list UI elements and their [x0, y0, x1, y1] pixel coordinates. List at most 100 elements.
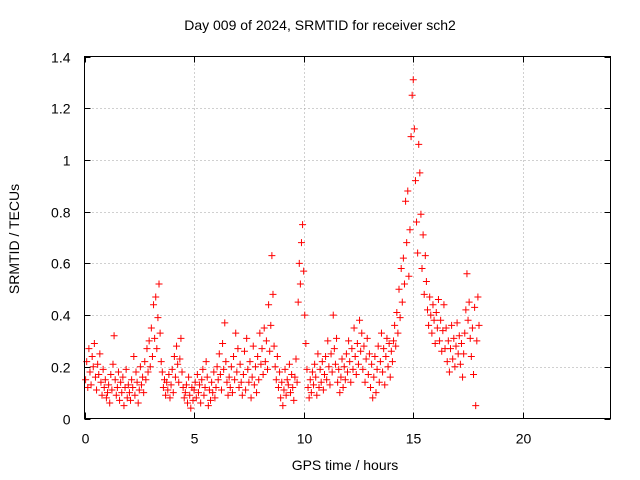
- data-point: [236, 360, 244, 368]
- data-point: [224, 391, 232, 399]
- data-point: [134, 399, 142, 407]
- data-point: [280, 386, 288, 394]
- data-point: [434, 296, 442, 304]
- data-point: [289, 383, 297, 391]
- data-point: [162, 391, 170, 399]
- data-point: [110, 332, 118, 340]
- data-point: [285, 360, 293, 368]
- data-point: [388, 358, 396, 366]
- x-tick-label: 5: [191, 431, 199, 447]
- data-point: [270, 342, 278, 350]
- data-point: [402, 197, 410, 205]
- data-point: [306, 376, 314, 384]
- chart-title: Day 009 of 2024, SRMTID for receiver sch…: [184, 17, 456, 33]
- data-point: [392, 342, 400, 350]
- data-point: [90, 340, 98, 348]
- data-point: [317, 378, 325, 386]
- data-point: [451, 363, 459, 371]
- data-point: [372, 389, 380, 397]
- data-point: [377, 329, 385, 337]
- data-point: [93, 386, 101, 394]
- data-point: [475, 321, 483, 329]
- data-point: [201, 383, 209, 391]
- data-point: [312, 373, 320, 381]
- data-point: [445, 368, 453, 376]
- y-tick-label: 1: [63, 153, 71, 169]
- data-point: [429, 301, 437, 309]
- data-point: [231, 376, 239, 384]
- data-point: [427, 311, 435, 319]
- data-point: [323, 376, 331, 384]
- data-point: [266, 347, 274, 355]
- data-point: [200, 391, 208, 399]
- data-point: [131, 391, 139, 399]
- data-point: [220, 365, 228, 373]
- data-point: [345, 337, 353, 345]
- data-point: [281, 365, 289, 373]
- data-point: [413, 218, 421, 226]
- data-point: [320, 371, 328, 379]
- data-point: [143, 345, 151, 353]
- data-point: [125, 389, 133, 397]
- data-point: [311, 360, 319, 368]
- data-point: [300, 267, 308, 275]
- data-point: [406, 226, 414, 234]
- data-point: [175, 378, 183, 386]
- data-point: [211, 394, 219, 402]
- data-point: [159, 383, 167, 391]
- x-tick-label: 0: [82, 431, 90, 447]
- data-point: [416, 169, 424, 177]
- data-point: [82, 376, 90, 384]
- data-point: [395, 285, 403, 293]
- data-point: [296, 280, 304, 288]
- data-point: [111, 376, 119, 384]
- data-point: [407, 133, 415, 141]
- data-point: [151, 334, 159, 342]
- data-point: [259, 371, 267, 379]
- data-point: [410, 125, 418, 133]
- y-tick-label: 0: [63, 412, 71, 428]
- data-point: [450, 334, 458, 342]
- data-point: [462, 306, 470, 314]
- data-point: [397, 265, 405, 273]
- data-point: [287, 389, 295, 397]
- data-point: [163, 378, 171, 386]
- data-point: [204, 402, 212, 410]
- data-point: [196, 381, 204, 389]
- data-point: [116, 396, 124, 404]
- data-point: [191, 378, 199, 386]
- data-point: [470, 371, 478, 379]
- data-point: [342, 350, 350, 358]
- data-point: [215, 350, 223, 358]
- data-point: [114, 368, 122, 376]
- data-point: [346, 358, 354, 366]
- data-point: [129, 383, 137, 391]
- data-point: [213, 363, 221, 371]
- data-point: [109, 360, 117, 368]
- data-point: [417, 210, 425, 218]
- data-point: [414, 249, 422, 257]
- data-point: [214, 376, 222, 384]
- data-point: [277, 394, 285, 402]
- data-point: [268, 252, 276, 260]
- data-point: [310, 381, 318, 389]
- data-point: [421, 252, 429, 260]
- x-axis-label: GPS time / hours: [291, 457, 399, 473]
- data-point: [186, 391, 194, 399]
- data-point: [365, 350, 373, 358]
- data-point: [284, 381, 292, 389]
- data-point: [86, 368, 94, 376]
- data-point: [244, 365, 252, 373]
- data-point: [166, 394, 174, 402]
- data-point: [404, 187, 412, 195]
- data-point: [202, 358, 210, 366]
- data-point: [359, 365, 367, 373]
- data-point: [238, 391, 246, 399]
- data-point: [137, 381, 145, 389]
- data-point: [246, 358, 254, 366]
- data-point: [242, 386, 250, 394]
- data-point: [399, 254, 407, 262]
- data-point: [190, 386, 198, 394]
- data-point: [95, 371, 103, 379]
